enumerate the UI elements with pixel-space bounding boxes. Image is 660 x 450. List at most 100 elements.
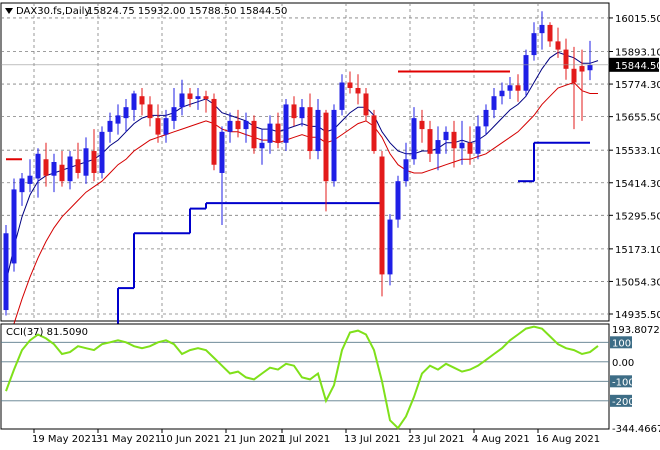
cci-level-badge xyxy=(610,336,632,349)
candle-body xyxy=(203,96,209,99)
candle-body xyxy=(475,126,481,154)
candle-body xyxy=(107,120,113,132)
date-tick-label: 16 Aug 2021 xyxy=(536,434,600,445)
candle-body xyxy=(171,107,177,121)
cci-tick-label: 100 xyxy=(612,338,631,349)
candle-body xyxy=(211,98,217,165)
candle-body xyxy=(451,131,457,149)
candle-body xyxy=(323,112,329,182)
candle-body xyxy=(27,175,33,184)
ma-slow-line xyxy=(5,81,598,352)
candle-body xyxy=(115,115,121,124)
date-tick-label: 4 Aug 2021 xyxy=(472,434,530,445)
candle-body xyxy=(35,153,41,179)
candle-body xyxy=(99,131,105,173)
candle-body xyxy=(219,131,225,173)
cci-polyline xyxy=(5,325,599,430)
dropdown-triangle-icon[interactable] xyxy=(5,8,13,14)
candle-body xyxy=(555,41,561,50)
candle-body xyxy=(419,120,425,130)
candles xyxy=(3,11,593,316)
candle-body xyxy=(275,123,281,143)
candle-body xyxy=(267,123,273,143)
candle-body xyxy=(443,131,449,141)
candle-body xyxy=(331,109,337,182)
candle-body xyxy=(315,109,321,152)
candle-body xyxy=(403,159,409,182)
candle-body xyxy=(459,142,465,149)
cci-tick-label: 0.00 xyxy=(612,358,634,369)
candle-body xyxy=(355,87,361,94)
candle-body xyxy=(363,93,369,116)
date-tick-label: 10 Jun 2021 xyxy=(160,434,220,445)
candle-body xyxy=(243,120,249,130)
candle-body xyxy=(147,104,153,119)
cci-tick-label: -100 xyxy=(612,377,635,388)
candle-body xyxy=(483,109,489,127)
current-price-box xyxy=(609,57,659,72)
candle-body xyxy=(75,159,81,173)
price-tick-label: 15054.30 xyxy=(615,277,660,288)
cci-tick-label: -344.4667 xyxy=(612,424,660,435)
candle-body xyxy=(467,142,473,154)
candle-body xyxy=(51,162,57,176)
price-tick-label: 16015.50 xyxy=(615,14,660,25)
candle-body xyxy=(299,107,305,119)
candle-body xyxy=(371,115,377,152)
candle-body xyxy=(347,82,353,88)
candle-body xyxy=(507,85,513,91)
chart-symbol: DAX30.fs,Daily xyxy=(16,6,90,17)
candle-body xyxy=(59,164,65,182)
candle-body xyxy=(547,24,553,42)
price-tick-label: 15655.50 xyxy=(615,113,660,124)
candle-body xyxy=(155,118,161,135)
chart-ohlc: 15824.75 15932.00 15788.50 15844.50 xyxy=(87,6,287,17)
candle-body xyxy=(291,104,297,119)
candle-body xyxy=(515,85,521,91)
cci-level-badge xyxy=(610,394,632,407)
current-price-label: 15844.50 xyxy=(615,61,660,72)
candle-body xyxy=(571,68,577,83)
candle-body xyxy=(379,156,385,275)
candle-body xyxy=(499,90,505,97)
cci-level-badge xyxy=(610,375,632,388)
candle-body xyxy=(187,93,193,99)
cci-tick-label: 193.8072 xyxy=(612,325,660,336)
cci-tick-label: -200 xyxy=(612,397,635,408)
candle-body xyxy=(539,24,545,34)
date-tick-label: 23 Jul 2021 xyxy=(408,434,465,445)
candle-body xyxy=(11,189,17,264)
date-tick-label: 31 May 2021 xyxy=(96,434,161,445)
candle-body xyxy=(163,118,169,135)
candle-body xyxy=(259,142,265,149)
date-tick-label: 13 Jul 2021 xyxy=(344,434,401,445)
candle-body xyxy=(531,33,537,56)
candle-body xyxy=(587,64,593,71)
candle-body xyxy=(227,120,233,132)
candle-body xyxy=(307,107,313,152)
candle-body xyxy=(139,96,145,105)
candle-body xyxy=(523,55,529,91)
candle-body xyxy=(339,82,345,110)
candle-body xyxy=(283,104,289,143)
price-tick-label: 15173.10 xyxy=(615,245,660,256)
candle-body xyxy=(131,93,137,110)
price-tick-label: 14935.50 xyxy=(615,310,660,321)
candle-body xyxy=(179,93,185,108)
cci-line xyxy=(5,325,599,430)
candle-body xyxy=(491,96,497,110)
candle-body xyxy=(19,178,25,193)
candle-body xyxy=(3,233,9,311)
cci-header: CCI(37) 81.5090 xyxy=(6,327,88,338)
candle-body xyxy=(123,107,129,119)
cci-y-axis: 193.8072 100 0.00 -100 -200 -344.4667 xyxy=(610,325,660,435)
candle-body xyxy=(387,219,393,275)
candle-body xyxy=(195,96,201,99)
price-tick-label: 15533.10 xyxy=(615,146,660,157)
date-tick-label: 19 May 2021 xyxy=(32,434,97,445)
candle-body xyxy=(67,156,73,182)
candle-body xyxy=(83,148,89,176)
candle-body xyxy=(579,66,585,72)
candle-body xyxy=(563,49,569,69)
